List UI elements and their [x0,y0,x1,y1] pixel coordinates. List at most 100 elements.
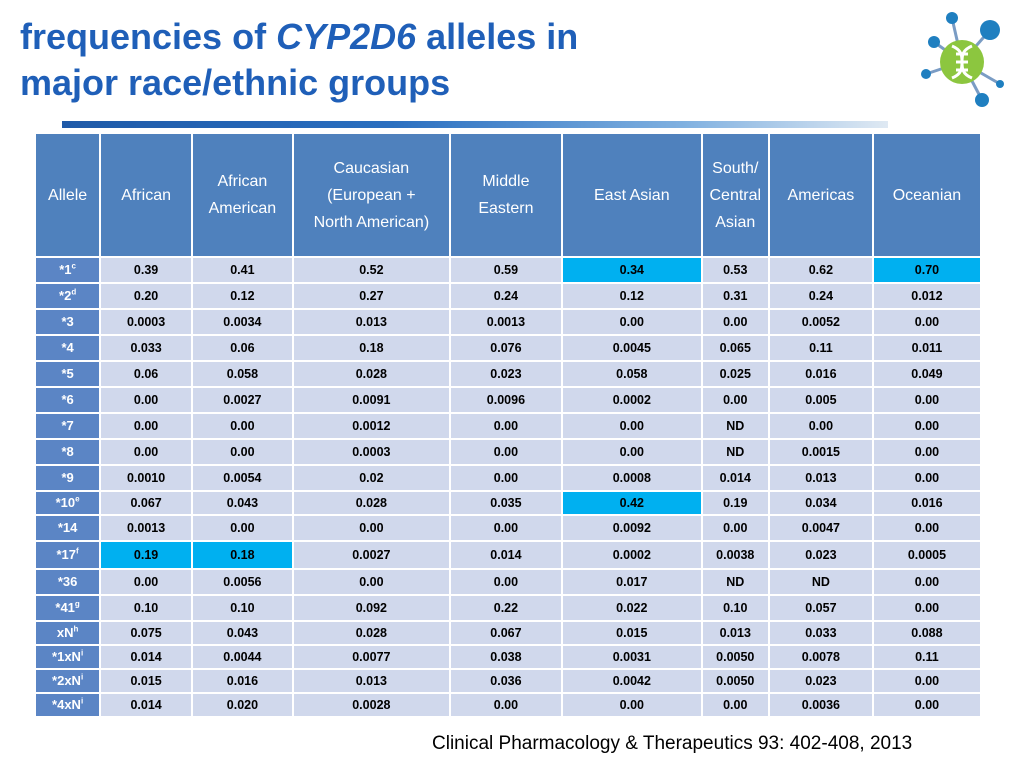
frequency-cell: 0.00 [873,388,980,412]
frequency-cell: 0.033 [769,622,872,644]
allele-label: xN [56,625,74,640]
allele-cell: *4xNi [36,694,100,716]
allele-cell: *7 [36,414,100,438]
frequency-cell: 0.017 [562,570,701,594]
allele-footnote-mark: f [76,546,79,556]
table-row: *4 0.033 0.06 0.18 0.076 0.0045 0.065 0.11 0.011 [36,336,980,360]
frequency-cell: 0.02 [293,466,449,490]
allele-cell: *8 [36,440,100,464]
table-row: *5 0.06 0.058 0.028 0.023 0.058 0.025 0.016 0.04… [36,362,980,386]
frequency-cell: 0.075 [101,622,191,644]
frequency-cell: 0.0008 [562,466,701,490]
frequency-cell: 0.036 [450,670,561,692]
frequency-cell: 0.00 [769,414,872,438]
frequency-cell: 0.18 [192,542,292,568]
column-header: East Asian [562,134,701,256]
frequency-cell: 0.00 [873,440,980,464]
allele-frequency-table-wrapper: Allele African African American Caucasian (… [34,132,982,718]
frequency-cell: 0.18 [293,336,449,360]
frequency-cell: 0.00 [873,694,980,716]
frequency-cell: 0.014 [101,694,191,716]
allele-label: *10 [55,495,76,510]
table-row: *1c 0.39 0.41 0.52 0.59 0.34 0.53 0.62 0.70 [36,258,980,282]
column-header: Allele [36,134,100,256]
allele-cell: *9 [36,466,100,490]
frequency-cell: 0.00 [101,414,191,438]
allele-cell: xNh [36,622,100,644]
frequency-cell: ND [702,440,768,464]
frequency-cell: 0.0028 [293,694,449,716]
frequency-cell: 0.24 [769,284,872,308]
frequency-cell: 0.0056 [192,570,292,594]
table-row: *17f 0.19 0.18 0.0027 0.014 0.0002 0.0038 0.023… [36,542,980,568]
frequency-cell: 0.00 [101,570,191,594]
frequency-cell: 0.0015 [769,440,872,464]
allele-cell: *6 [36,388,100,412]
frequency-cell: 0.31 [702,284,768,308]
allele-label: *4 [61,340,74,355]
frequency-cell: 0.023 [769,542,872,568]
frequency-cell: 0.00 [450,466,561,490]
frequency-cell: 0.058 [192,362,292,386]
frequency-cell: 0.62 [769,258,872,282]
allele-label: *2 [59,288,72,303]
frequency-cell: 0.00 [562,440,701,464]
frequency-cell: 0.049 [873,362,980,386]
frequency-cell: 0.27 [293,284,449,308]
frequency-cell: 0.067 [450,622,561,644]
table-row: *3 0.0003 0.0034 0.013 0.0013 0.00 0.00 0.0052 0… [36,310,980,334]
frequency-cell: 0.0054 [192,466,292,490]
allele-label: *1 [59,262,72,277]
frequency-cell: 0.19 [101,542,191,568]
allele-label: *17 [56,547,77,562]
allele-cell: *2xNi [36,670,100,692]
frequency-cell: 0.065 [702,336,768,360]
frequency-cell: 0.025 [702,362,768,386]
citation: Clinical Pharmacology & Therapeutics 93:… [432,733,913,754]
title-prefix: frequencies of [20,16,267,57]
title-underline [62,121,888,128]
allele-label: *6 [61,392,74,407]
frequency-cell: 0.00 [873,596,980,620]
frequency-cell: 0.015 [101,670,191,692]
table-row: *6 0.00 0.0027 0.0091 0.0096 0.0002 0.00 0.005 0… [36,388,980,412]
frequency-cell: 0.0044 [192,646,292,668]
column-header: Caucasian (European + North American) [293,134,449,256]
allele-footnote-mark: i [80,672,84,682]
frequency-cell: 0.016 [873,492,980,514]
frequency-cell: 0.0031 [562,646,701,668]
column-header: African American [192,134,292,256]
frequency-cell: 0.015 [562,622,701,644]
frequency-cell: 0.0002 [562,542,701,568]
allele-label: *41 [55,600,75,615]
frequency-cell: 0.0027 [192,388,292,412]
frequency-cell: 0.00 [450,440,561,464]
frequency-cell: 0.00 [562,310,701,334]
allele-footnote-mark: e [75,494,80,504]
frequency-cell: 0.0050 [702,670,768,692]
frequency-cell: ND [702,414,768,438]
allele-cell: *10e [36,492,100,514]
frequency-cell: 0.005 [769,388,872,412]
frequency-cell: 0.023 [450,362,561,386]
frequency-cell: 0.034 [769,492,872,514]
frequency-cell: 0.70 [873,258,980,282]
frequency-cell: 0.043 [192,622,292,644]
frequency-cell: 0.00 [192,440,292,464]
frequency-cell: 0.22 [450,596,561,620]
frequency-cell: 0.34 [562,258,701,282]
allele-footnote-mark: d [71,287,77,297]
frequency-cell: 0.0052 [769,310,872,334]
frequency-cell: 0.00 [192,414,292,438]
table-row: *9 0.0010 0.0054 0.02 0.00 0.0008 0.014 0.013 0.… [36,466,980,490]
frequency-cell: 0.00 [450,570,561,594]
allele-footnote-mark: i [80,648,84,658]
table-row: *14 0.0013 0.00 0.00 0.00 0.0092 0.00 0.0047 0.0… [36,516,980,540]
frequency-cell: 0.00 [562,694,701,716]
allele-cell: *4 [36,336,100,360]
frequency-cell: 0.013 [769,466,872,490]
frequency-cell: 0.06 [101,362,191,386]
frequency-cell: ND [702,570,768,594]
frequency-cell: 0.42 [562,492,701,514]
table-row: *2d 0.20 0.12 0.27 0.24 0.12 0.31 0.24 0.012 [36,284,980,308]
